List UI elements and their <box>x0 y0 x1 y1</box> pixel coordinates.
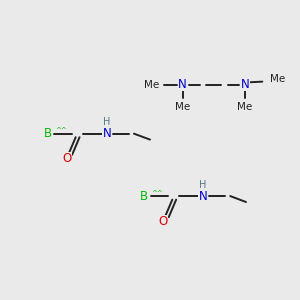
Text: O: O <box>159 215 168 228</box>
Text: N: N <box>241 78 250 91</box>
Text: H: H <box>199 180 207 190</box>
Text: H: H <box>103 117 111 128</box>
Text: ^^: ^^ <box>152 190 163 196</box>
Text: Me: Me <box>144 80 159 90</box>
Text: B: B <box>140 190 148 202</box>
Text: ^^: ^^ <box>55 127 67 133</box>
Text: B: B <box>44 127 52 140</box>
Text: O: O <box>62 152 71 165</box>
Text: Me: Me <box>238 102 253 112</box>
Text: N: N <box>199 190 207 202</box>
Text: N: N <box>178 78 187 91</box>
Text: Me: Me <box>270 74 286 84</box>
Text: N: N <box>103 127 111 140</box>
Text: Me: Me <box>175 102 190 112</box>
